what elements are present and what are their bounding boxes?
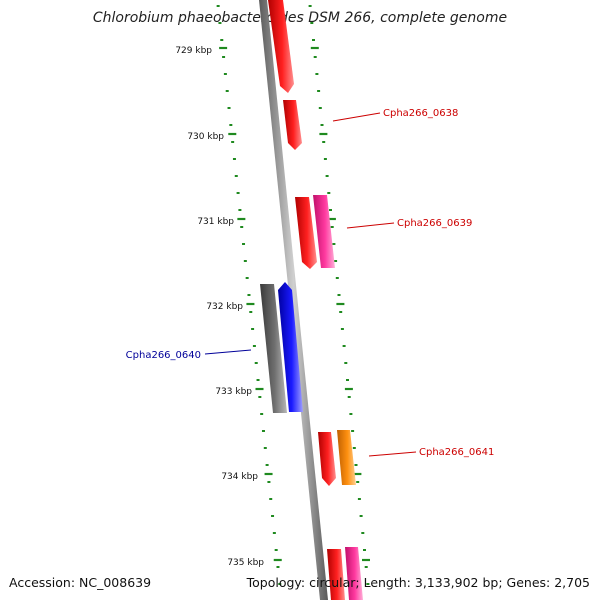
tick-label-733: 733 kbp	[215, 387, 252, 397]
tick-label-730: 730 kbp	[187, 132, 224, 142]
gene-pink-0639	[313, 195, 335, 268]
gene-gray-0640	[260, 284, 287, 413]
gene-red-0641	[318, 432, 336, 486]
gene-blue-0640	[278, 282, 303, 412]
leader-0641	[368, 451, 417, 457]
gene-red-0639	[295, 197, 317, 269]
tick-label-729: 729 kbp	[175, 46, 212, 56]
gene-label-0640: Cpha266_0640	[126, 350, 201, 361]
minor-ticks	[216, 5, 370, 585]
leader-0639	[346, 222, 395, 229]
gene-red-bottom	[327, 549, 345, 600]
leader-0638	[332, 112, 381, 122]
genome-summary-text: Topology: circular; Length: 3,133,902 bp…	[246, 575, 590, 590]
gene-red-0638	[283, 100, 302, 150]
accession-text: Accession: NC_008639	[9, 575, 152, 590]
tick-label-732: 732 kbp	[206, 302, 243, 312]
map-title: Chlorobium phaeobacteroides DSM 266, com…	[92, 10, 508, 26]
gene-label-0641: Cpha266_0641	[419, 447, 494, 458]
gene-red-top	[268, 0, 294, 93]
tick-label-735: 735 kbp	[227, 558, 264, 568]
tick-label-734: 734 kbp	[221, 472, 258, 482]
tick-label-731: 731 kbp	[197, 217, 234, 227]
gene-orange-0641	[337, 430, 356, 485]
leader-0640	[204, 349, 252, 355]
gene-pink-bottom	[345, 547, 363, 600]
gene-label-0639: Cpha266_0639	[397, 218, 472, 229]
genome-backbone	[259, 0, 328, 600]
gene-label-0638: Cpha266_0638	[383, 108, 458, 119]
